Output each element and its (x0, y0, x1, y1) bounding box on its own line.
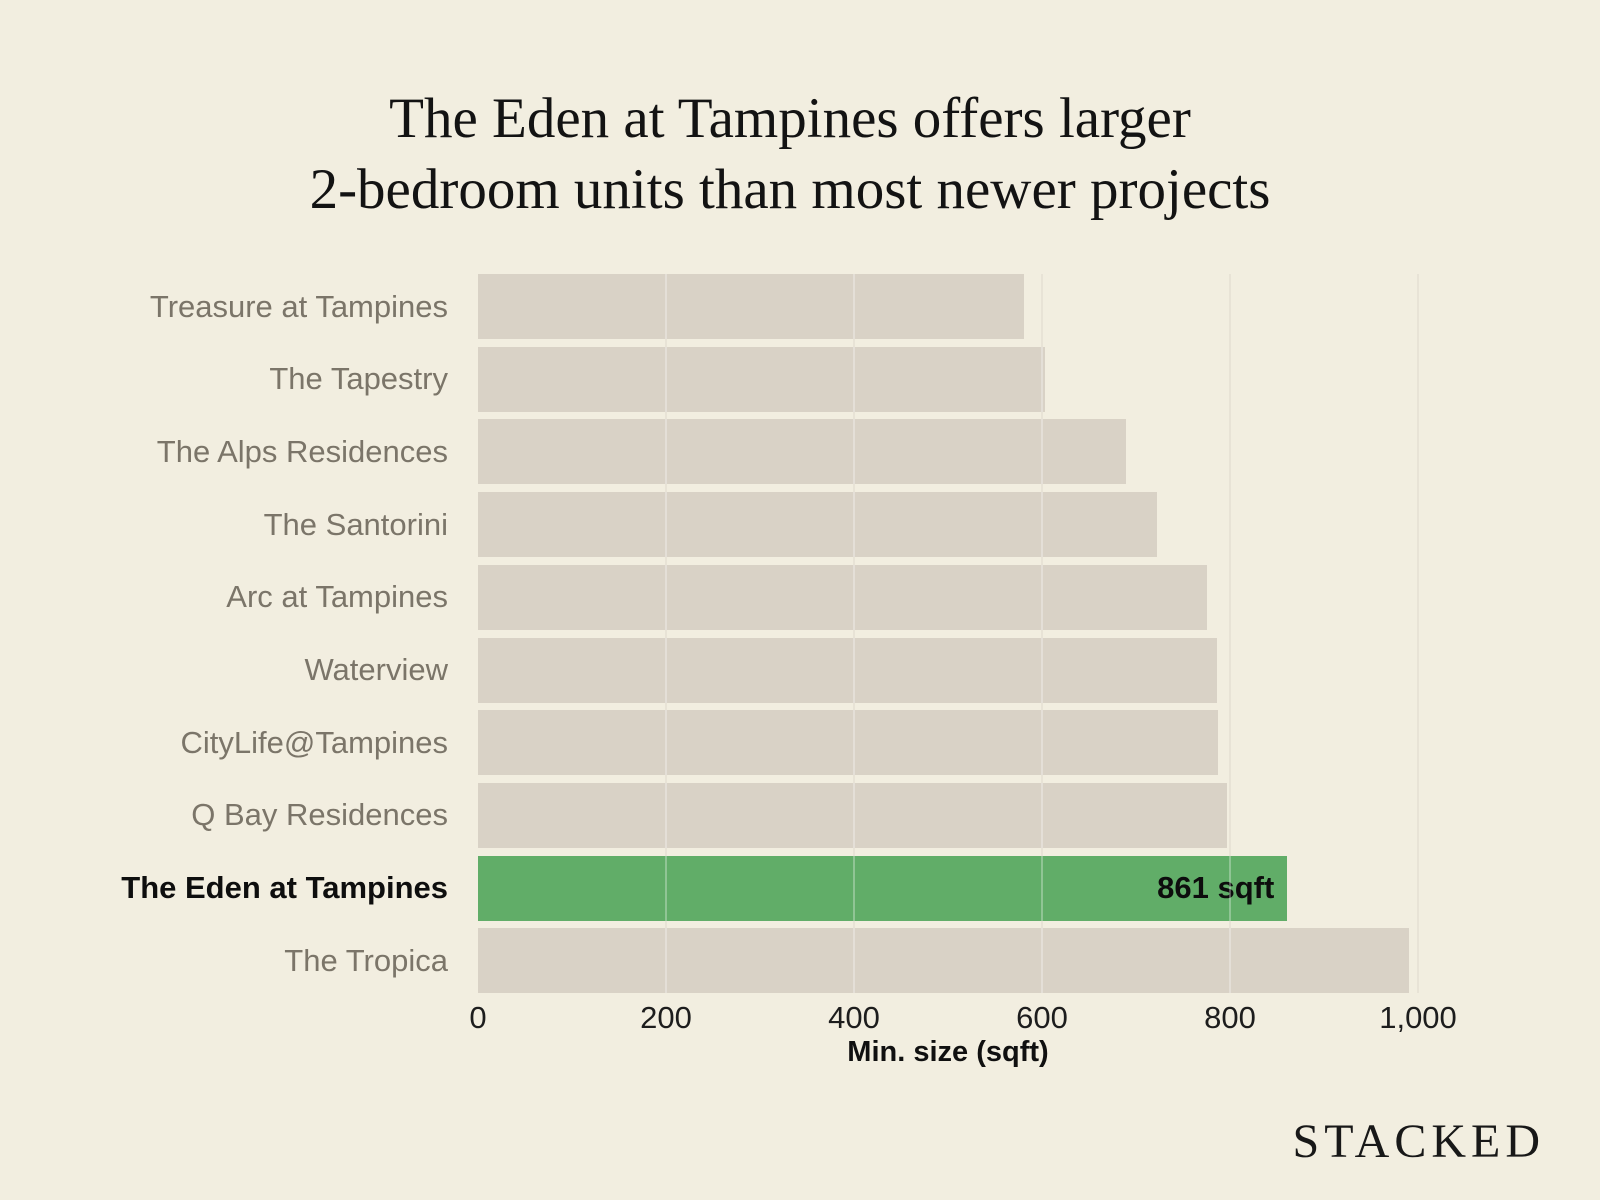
x-tick-label: 600 (1016, 1000, 1068, 1035)
x-tick-label: 400 (828, 1000, 880, 1035)
category-label: Treasure at Tampines (149, 288, 448, 324)
stacked-logo: STACKED (1292, 1115, 1545, 1168)
bar (478, 274, 1025, 339)
x-tick-label: 800 (1204, 1000, 1256, 1035)
x-tick-label: 1,000 (1379, 1000, 1457, 1035)
plot-area: 861 sqft (478, 274, 1419, 994)
gridlines-background (478, 274, 1419, 993)
category-labels: Treasure at Tampines The Tapestry The Alps… (0, 274, 462, 993)
bar-highlighted: 861 sqft (478, 855, 1288, 921)
chart-title-line-2: 2-bedroom units than most newer projects (309, 157, 1271, 221)
gridline (853, 274, 855, 993)
bar (478, 492, 1157, 558)
bar (478, 346, 1045, 412)
bar-value-label: 861 sqft (1157, 870, 1275, 906)
chart-title-line-1: The Eden at Tampines offers larger (389, 87, 1191, 150)
category-label: The Tapestry (269, 361, 448, 397)
category-label: The Alps Residences (156, 433, 448, 469)
bar (478, 928, 1409, 994)
bar (478, 564, 1207, 630)
gridline (665, 274, 667, 993)
category-label: The Santorini (263, 506, 448, 542)
category-label: Q Bay Residences (191, 797, 448, 833)
x-tick-label: 200 (640, 1000, 692, 1035)
x-axis-title: Min. size (sqft) (847, 1036, 1049, 1068)
category-label: The Tropica (284, 942, 448, 978)
bars: 861 sqft (478, 274, 1418, 994)
bar (478, 419, 1126, 485)
x-tick-label: 0 (469, 1000, 487, 1035)
gridline (1229, 274, 1231, 993)
bar (478, 710, 1218, 776)
gridline (1417, 274, 1419, 993)
bar (478, 782, 1228, 848)
x-axis-tick-labels: 0 200 400 600 800 1,000 (469, 1000, 1456, 1040)
chart-title: The Eden at Tampines offers larger 2-bed… (0, 84, 1580, 225)
category-label-highlighted: The Eden at Tampines (121, 870, 448, 906)
bar (478, 637, 1217, 703)
category-label: Arc at Tampines (226, 579, 448, 615)
category-label: Waterview (304, 652, 448, 687)
category-label: CityLife@Tampines (180, 724, 448, 760)
gridline (1041, 274, 1043, 993)
